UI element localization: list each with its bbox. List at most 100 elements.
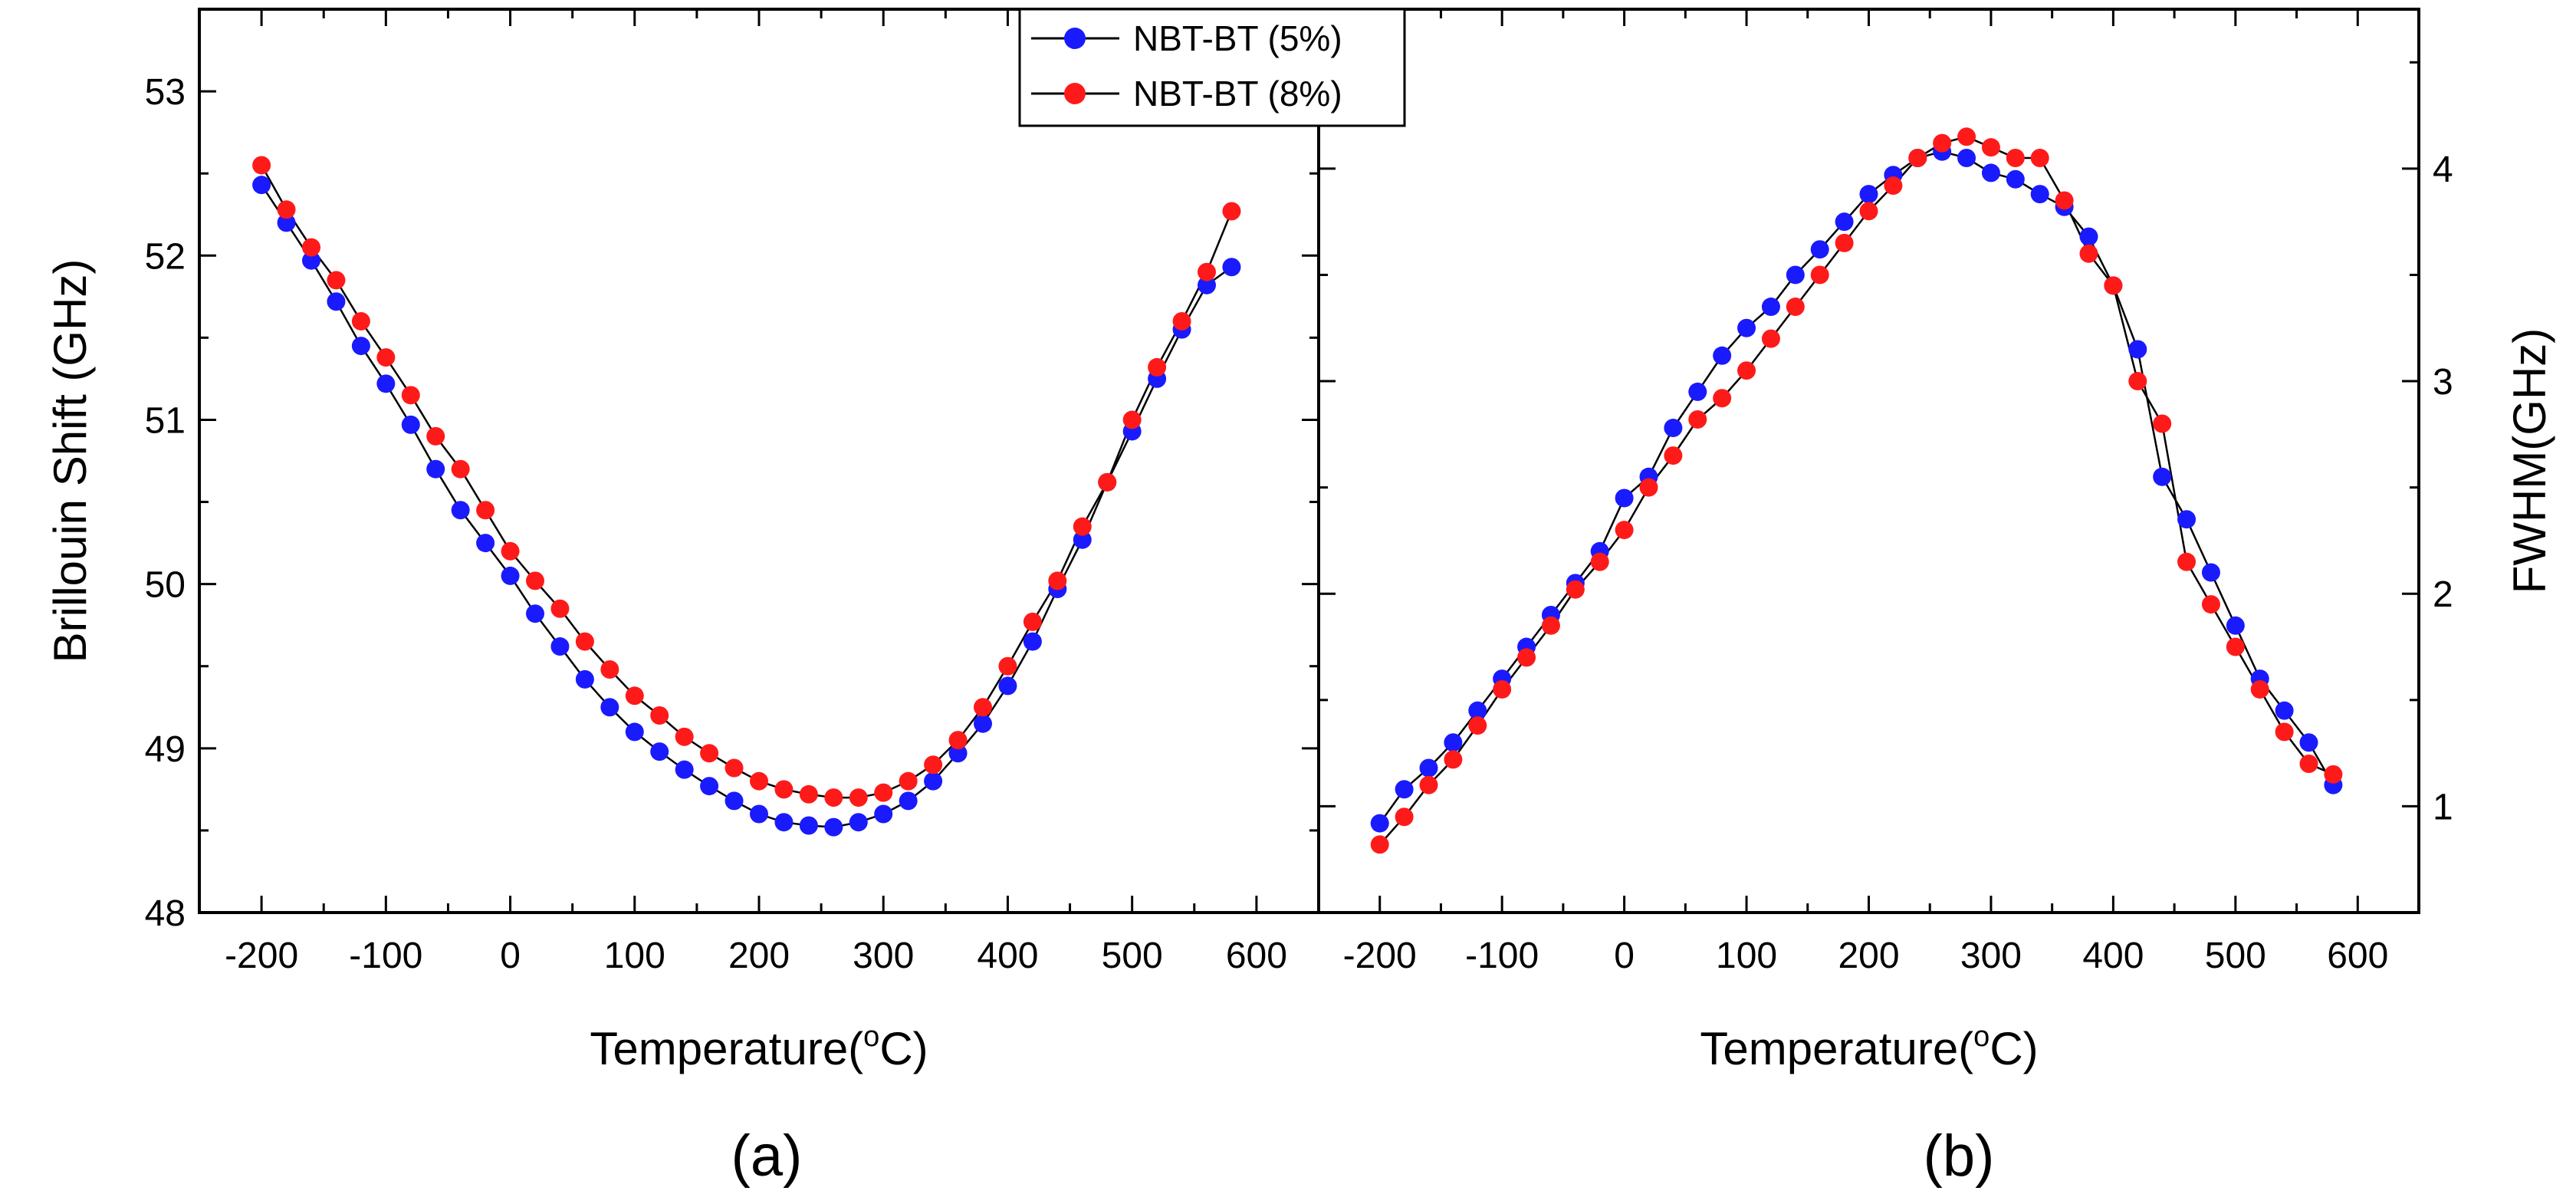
data-point-8pct (974, 698, 992, 717)
data-point-8pct (1566, 580, 1585, 599)
panel-b-label: (b) (1924, 1123, 1995, 1189)
x-tick-label: 100 (604, 936, 665, 976)
data-point-8pct (526, 571, 544, 590)
data-point-5pct (526, 604, 544, 623)
x-tick-label: 300 (853, 936, 914, 976)
data-point-5pct (1761, 298, 1780, 317)
y-tick-label: 50 (145, 565, 186, 606)
data-point-8pct (1688, 410, 1707, 429)
data-point-8pct (948, 731, 968, 750)
data-point-5pct (650, 742, 669, 761)
data-point-5pct (998, 676, 1017, 696)
legend: NBT-BT (5%) NBT-BT (8%) (1018, 8, 1406, 127)
data-point-8pct (2153, 414, 2172, 433)
data-point-8pct (501, 541, 520, 561)
data-point-5pct (476, 534, 495, 553)
panel-b-ticks: -200 -100 0 100 200 300 400 500 600 1 2 3 4 (1319, 9, 2453, 976)
data-point-8pct (1148, 357, 1167, 377)
y-tick-label: 52 (145, 236, 186, 277)
panel-a-ylabel: Brillouin Shift (GHz) (44, 259, 96, 663)
x-tick-label: -100 (349, 936, 422, 976)
data-point-5pct (1468, 701, 1487, 720)
x-tick-label: 400 (2082, 936, 2144, 976)
data-point-5pct (575, 669, 594, 689)
data-point-8pct (1468, 716, 1487, 735)
data-point-5pct (1615, 488, 1634, 508)
data-point-8pct (824, 788, 843, 808)
data-point-5pct (1370, 814, 1389, 833)
x-tick-label: 500 (2205, 936, 2266, 976)
data-point-5pct (1222, 258, 1241, 277)
series-line-8pct (261, 164, 1233, 799)
data-point-8pct (1664, 446, 1683, 465)
data-point-8pct (650, 706, 669, 725)
data-point-8pct (252, 156, 271, 175)
data-point-8pct (277, 200, 296, 219)
data-point-8pct (2324, 765, 2343, 784)
panel-b-xlabel-unit: C) (1990, 1023, 2038, 1074)
data-point-5pct (2275, 701, 2294, 720)
data-point-5pct (1198, 275, 1216, 294)
data-point-5pct (700, 777, 719, 796)
data-point-5pct (1444, 733, 1463, 752)
x-tick-label: 600 (2327, 936, 2388, 976)
data-point-8pct (1172, 311, 1191, 331)
data-point-5pct (2153, 467, 2172, 486)
data-point-8pct (1048, 571, 1067, 590)
data-point-8pct (924, 755, 943, 775)
data-point-8pct (1590, 552, 1609, 571)
data-point-8pct (1639, 478, 1658, 497)
panel-a-xlabel: Temperature(oC) (590, 1021, 928, 1074)
data-point-8pct (1023, 612, 1042, 631)
data-point-5pct (351, 337, 370, 356)
y-tick-label: 48 (145, 893, 186, 934)
y-tick-label: 2 (2433, 574, 2453, 615)
panel-a-xlabel-main: Temperature( (590, 1023, 863, 1074)
data-point-8pct (2226, 637, 2245, 656)
legend-label-5pct: NBT-BT (5%) (1133, 18, 1342, 58)
data-point-8pct (2275, 722, 2294, 742)
data-point-5pct (2299, 733, 2318, 752)
x-tick-label: -200 (225, 936, 298, 976)
data-point-5pct (1713, 346, 1732, 365)
data-point-8pct (1395, 808, 1414, 827)
data-point-8pct (750, 771, 768, 791)
data-point-8pct (1493, 679, 1512, 699)
data-point-8pct (2177, 552, 2196, 571)
data-point-8pct (476, 501, 495, 520)
data-point-5pct (874, 804, 893, 824)
data-point-5pct (750, 804, 768, 824)
data-point-5pct (824, 817, 843, 837)
data-point-8pct (1713, 389, 1732, 408)
data-point-8pct (1098, 472, 1117, 492)
x-tick-label: 0 (1614, 936, 1635, 976)
data-point-5pct (2030, 185, 2049, 204)
data-point-8pct (625, 686, 644, 706)
data-point-5pct (799, 816, 818, 835)
data-point-5pct (1664, 419, 1683, 438)
panel-a-label: (a) (731, 1123, 803, 1189)
data-point-5pct (451, 501, 470, 520)
data-point-8pct (849, 788, 868, 808)
data-point-8pct (1835, 233, 1854, 252)
data-point-5pct (1810, 240, 1829, 259)
data-point-5pct (1073, 530, 1092, 549)
data-point-8pct (774, 780, 794, 799)
data-point-8pct (675, 727, 694, 746)
data-point-8pct (1222, 202, 1241, 221)
panel-a-xlabel-unit: C) (879, 1023, 928, 1074)
data-point-5pct (1023, 632, 1042, 651)
y-tick-label: 53 (145, 72, 186, 113)
data-point-8pct (1957, 127, 1976, 146)
data-point-5pct (1957, 149, 1976, 168)
data-point-8pct (1761, 329, 1780, 348)
data-point-8pct (899, 771, 918, 791)
data-point-8pct (302, 238, 320, 257)
y-tick-label: 4 (2433, 150, 2453, 190)
legend-entry-5pct: NBT-BT (5%) (1031, 18, 1342, 58)
data-point-5pct (2006, 169, 2025, 189)
data-point-5pct (1419, 758, 1438, 778)
data-point-8pct (724, 758, 744, 778)
data-point-5pct (625, 722, 644, 742)
data-point-8pct (1615, 521, 1634, 540)
